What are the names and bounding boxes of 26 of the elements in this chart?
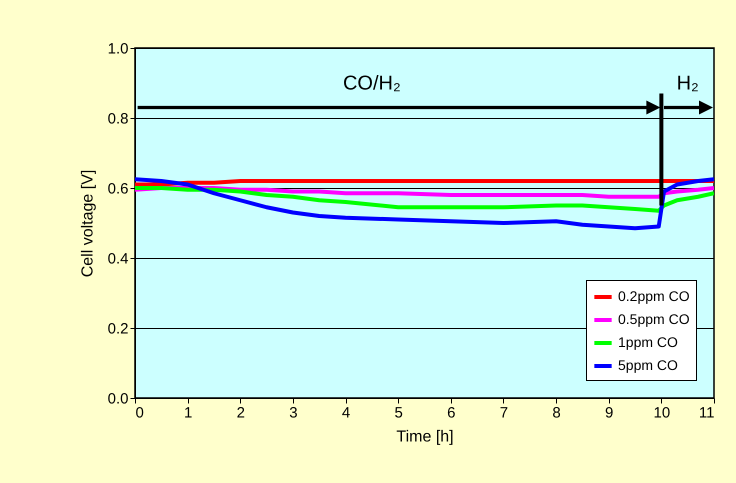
annotation: H₂ xyxy=(676,72,699,94)
y-tick-label: 0.6 xyxy=(108,180,128,198)
legend-label: 5ppm CO xyxy=(618,357,678,373)
x-tick-label: 7 xyxy=(500,404,508,422)
x-tick-label: 1 xyxy=(184,404,192,422)
x-tick-label: 11 xyxy=(698,404,714,422)
x-tick-label: 10 xyxy=(654,404,670,422)
x-tick-label: 8 xyxy=(552,404,561,422)
y-tick-label: 0.2 xyxy=(108,320,128,338)
x-tick-label: 9 xyxy=(605,404,614,422)
x-tick-label: 5 xyxy=(394,404,403,422)
annotation: CO/H₂ xyxy=(342,72,401,94)
y-tick-label: 0.4 xyxy=(108,250,128,268)
x-tick-label: 4 xyxy=(342,404,350,422)
y-tick-label: 0.8 xyxy=(108,110,128,128)
legend-label: 0.5ppm CO xyxy=(618,311,690,327)
x-tick-label: 0 xyxy=(136,404,144,422)
legend-label: 0.2ppm CO xyxy=(618,288,690,304)
x-tick-label: 2 xyxy=(236,404,245,422)
legend-label: 1ppm CO xyxy=(618,334,678,350)
y-tick-label: 1.0 xyxy=(108,40,128,58)
y-axis-title: Cell voltage [V] xyxy=(80,170,97,278)
y-tick-label: 0.0 xyxy=(108,390,128,408)
x-axis-title: Time [h] xyxy=(396,428,454,446)
x-tick-label: 6 xyxy=(447,404,456,422)
x-tick-label: 3 xyxy=(289,404,298,422)
